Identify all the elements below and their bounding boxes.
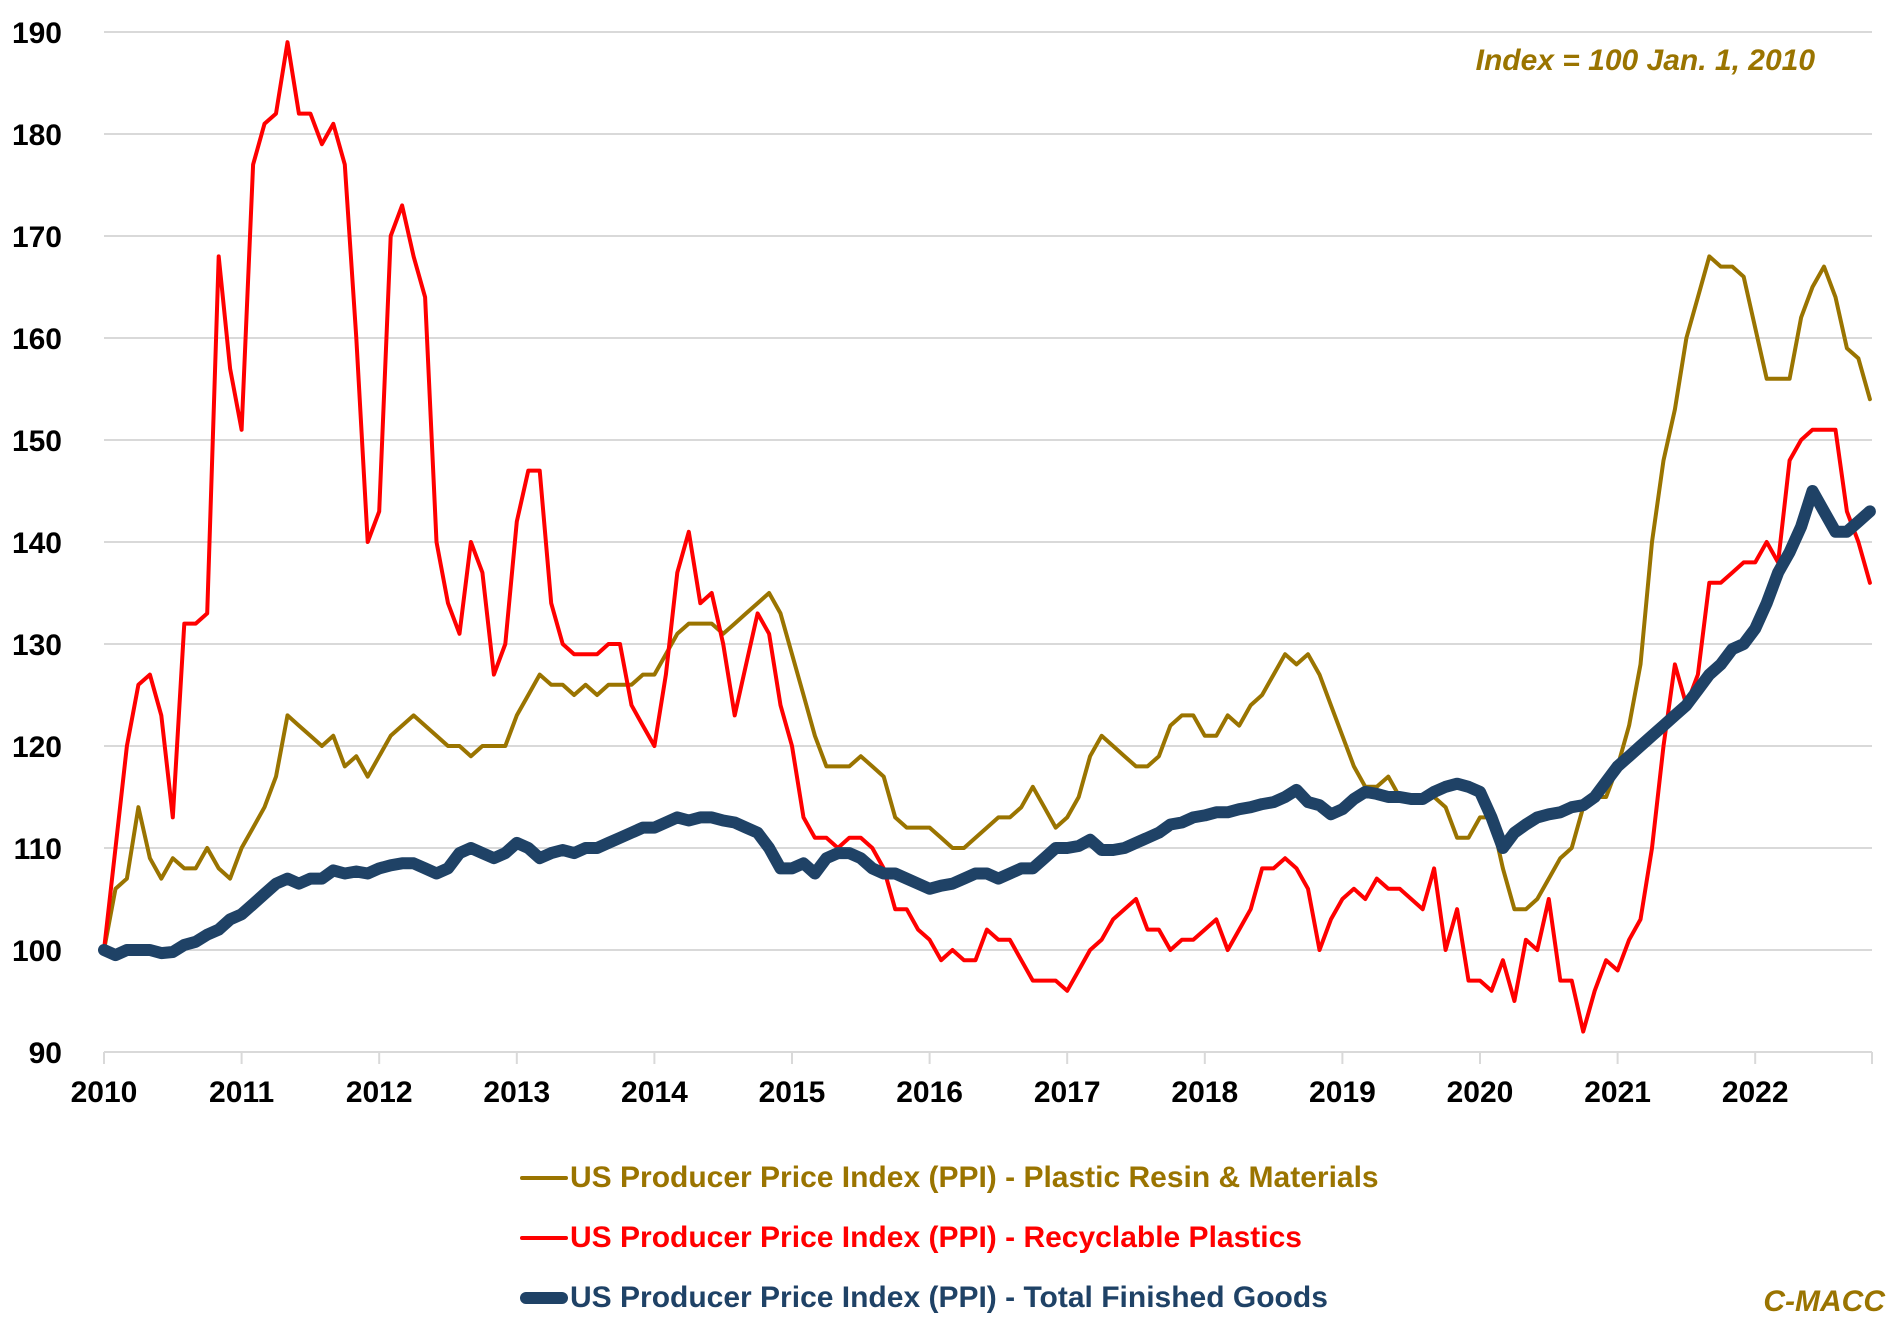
y-tick-label: 100 bbox=[12, 935, 62, 968]
x-tick-label: 2015 bbox=[759, 1076, 826, 1109]
x-tick-label: 2014 bbox=[621, 1076, 688, 1109]
x-tick-label: 2022 bbox=[1722, 1076, 1789, 1109]
legend-swatch-resin bbox=[520, 1176, 568, 1180]
legend-swatch-finished-goods bbox=[520, 1292, 568, 1304]
x-axis-tick-labels: 2010 2011 2012 2013 2014 2015 2016 2017 2018 2019… bbox=[71, 1076, 1789, 1109]
x-tick-label: 2013 bbox=[483, 1076, 550, 1109]
series-line-recyclable-plastics bbox=[102, 40, 1872, 1034]
x-tick-label: 2012 bbox=[346, 1076, 413, 1109]
series-line-total-finished-goods bbox=[98, 485, 1876, 962]
y-tick-label: 190 bbox=[12, 17, 62, 50]
x-tick-label: 2017 bbox=[1034, 1076, 1101, 1109]
legend: US Producer Price Index (PPI) - Plastic … bbox=[520, 1148, 1379, 1328]
x-tick-label: 2018 bbox=[1171, 1076, 1238, 1109]
series-line-plastic-resin bbox=[102, 254, 1872, 952]
x-tick-label: 2019 bbox=[1309, 1076, 1376, 1109]
y-tick-label: 110 bbox=[14, 833, 62, 866]
legend-swatch-recyclable bbox=[520, 1236, 568, 1240]
y-tick-label: 160 bbox=[12, 323, 62, 356]
y-tick-label: 140 bbox=[12, 527, 62, 560]
source-credit: C-MACC bbox=[1763, 1285, 1885, 1318]
gridlines bbox=[104, 31, 1872, 951]
y-axis-tick-labels: 90 100 110 120 130 140 150 160 170 180 190 bbox=[12, 17, 62, 1070]
legend-label-finished-goods: US Producer Price Index (PPI) - Total Fi… bbox=[570, 1281, 1328, 1314]
x-tick-label: 2020 bbox=[1447, 1076, 1514, 1109]
x-tick-label: 2010 bbox=[71, 1076, 138, 1109]
x-tick-label: 2016 bbox=[896, 1076, 963, 1109]
legend-label-recyclable: US Producer Price Index (PPI) - Recyclab… bbox=[570, 1221, 1302, 1254]
y-tick-label: 150 bbox=[12, 425, 62, 458]
legend-item-resin[interactable]: US Producer Price Index (PPI) - Plastic … bbox=[520, 1148, 1379, 1208]
series-lines bbox=[98, 40, 1876, 1034]
legend-item-finished-goods[interactable]: US Producer Price Index (PPI) - Total Fi… bbox=[520, 1268, 1379, 1328]
y-tick-label: 120 bbox=[12, 731, 62, 764]
y-tick-label: 170 bbox=[12, 221, 62, 254]
x-tick-label: 2011 bbox=[209, 1076, 274, 1109]
y-tick-label: 180 bbox=[12, 119, 62, 152]
y-tick-label: 130 bbox=[12, 629, 62, 662]
x-axis bbox=[103, 1051, 1873, 1064]
legend-item-recyclable[interactable]: US Producer Price Index (PPI) - Recyclab… bbox=[520, 1208, 1379, 1268]
x-tick-label: 2021 bbox=[1584, 1076, 1651, 1109]
legend-label-resin: US Producer Price Index (PPI) - Plastic … bbox=[570, 1161, 1379, 1194]
index-base-annotation: Index = 100 Jan. 1, 2010 bbox=[1476, 44, 1816, 77]
y-tick-label: 90 bbox=[29, 1037, 62, 1070]
